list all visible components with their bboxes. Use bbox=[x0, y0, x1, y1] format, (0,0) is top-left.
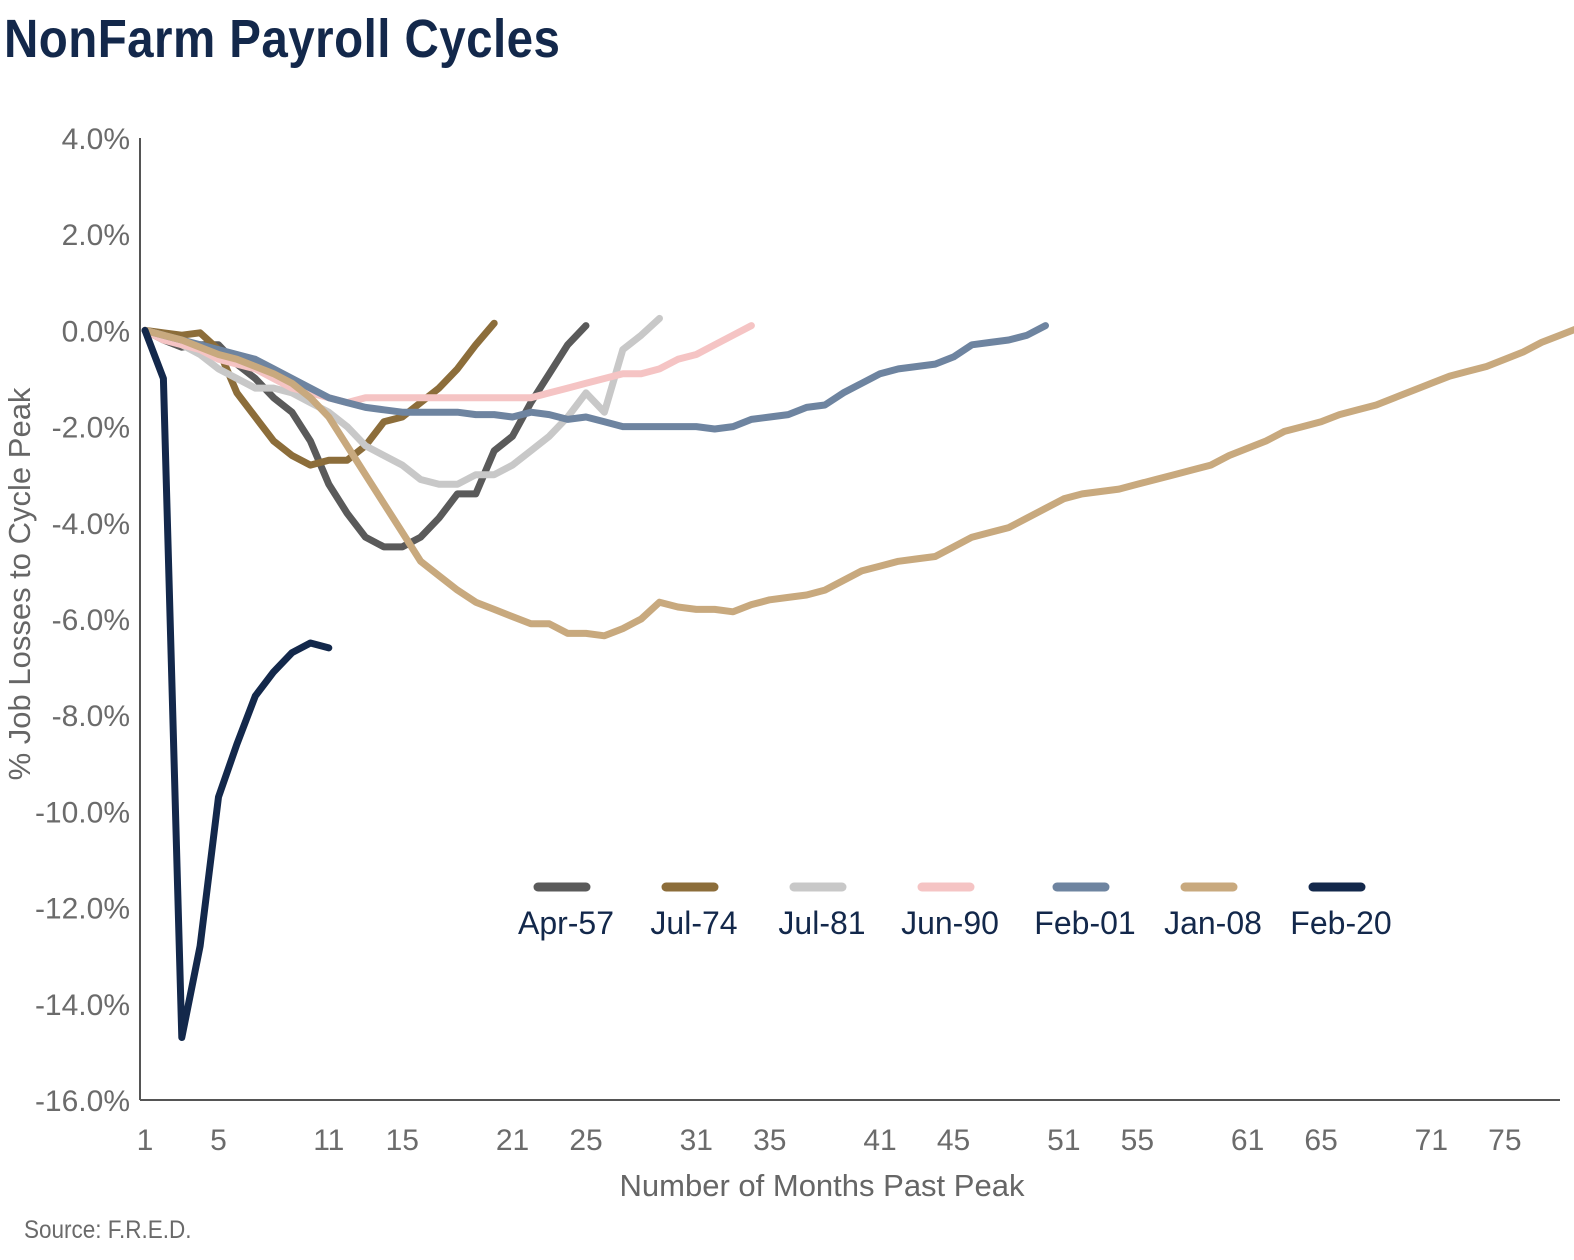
y-tick-label: 0.0% bbox=[62, 315, 130, 348]
legend-label-feb-20: Feb-20 bbox=[1290, 905, 1391, 941]
series-line-apr-57 bbox=[141, 322, 590, 551]
x-tick-labels: 1 5 11 15 21 25 31 35 41 45 51 55 61 65 71 75 bbox=[137, 1124, 1522, 1157]
series-line-jul-74 bbox=[141, 319, 498, 469]
x-tick-label: 75 bbox=[1488, 1124, 1521, 1157]
x-tick-label: 15 bbox=[386, 1124, 419, 1157]
x-tick-label: 5 bbox=[210, 1124, 227, 1157]
x-tick-label: 11 bbox=[313, 1124, 344, 1157]
series-lines bbox=[141, 314, 1574, 1041]
y-tick-label: -6.0% bbox=[52, 604, 130, 637]
y-tick-label: -10.0% bbox=[35, 796, 130, 829]
chart-title: NonFarm Payroll Cycles bbox=[4, 9, 561, 69]
legend-label-jul-74: Jul-74 bbox=[650, 905, 737, 941]
y-axis-title: % Job Losses to Cycle Peak bbox=[2, 387, 37, 780]
y-tick-label: -4.0% bbox=[52, 508, 130, 541]
y-tick-label: -14.0% bbox=[35, 989, 130, 1022]
y-tick-labels: 4.0% 2.0% 0.0% -2.0% -4.0% -6.0% -8.0% -10.0% -1… bbox=[35, 123, 130, 1118]
x-tick-label: 55 bbox=[1121, 1124, 1154, 1157]
x-tick-label: 61 bbox=[1231, 1124, 1264, 1157]
x-tick-label: 65 bbox=[1304, 1124, 1337, 1157]
source-note: Source: F.R.E.D. bbox=[24, 1216, 192, 1244]
x-tick-label: 71 bbox=[1415, 1124, 1448, 1157]
legend-label-apr-57: Apr-57 bbox=[518, 905, 614, 941]
legend-label-jul-81: Jul-81 bbox=[778, 905, 865, 941]
y-tick-label: -16.0% bbox=[35, 1085, 130, 1118]
series-line-jul-81 bbox=[141, 314, 663, 488]
y-tick-label: -8.0% bbox=[52, 700, 130, 733]
x-tick-label: 21 bbox=[496, 1124, 529, 1157]
series-line-jan-08 bbox=[141, 325, 1574, 640]
legend: Apr-57 Jul-74 Jul-81 Jun-90 Feb-01 Jan-08 Feb-… bbox=[518, 882, 1392, 941]
x-tick-label: 25 bbox=[569, 1124, 602, 1157]
x-tick-label: 1 bbox=[137, 1124, 154, 1157]
legend-label-jun-90: Jun-90 bbox=[901, 905, 999, 941]
series-line-feb-01 bbox=[141, 322, 1049, 433]
y-tick-label: -12.0% bbox=[35, 893, 130, 926]
legend-label-jan-08: Jan-08 bbox=[1164, 905, 1262, 941]
axes bbox=[139, 138, 1560, 1101]
x-tick-label: 45 bbox=[937, 1124, 970, 1157]
series-line-feb-20 bbox=[141, 326, 333, 1041]
x-axis-title: Number of Months Past Peak bbox=[620, 1168, 1025, 1203]
x-tick-label: 51 bbox=[1047, 1124, 1080, 1157]
y-tick-label: 4.0% bbox=[62, 123, 130, 156]
legend-label-feb-01: Feb-01 bbox=[1034, 905, 1135, 941]
x-tick-label: 41 bbox=[863, 1124, 896, 1157]
y-tick-label: 2.0% bbox=[62, 219, 130, 252]
x-tick-label: 35 bbox=[753, 1124, 786, 1157]
y-tick-label: -2.0% bbox=[52, 412, 130, 445]
x-tick-label: 31 bbox=[680, 1124, 713, 1157]
